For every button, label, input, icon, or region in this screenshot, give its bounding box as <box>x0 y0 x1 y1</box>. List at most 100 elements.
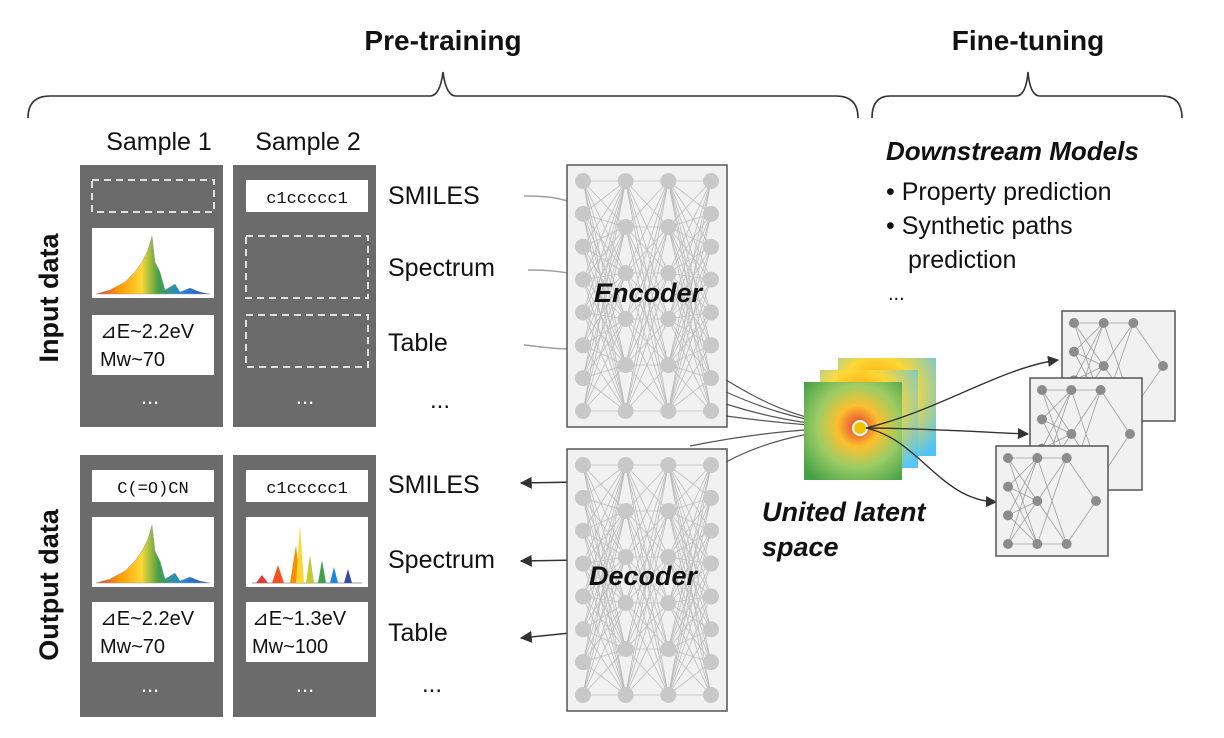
encoder-edge <box>625 272 669 412</box>
decoder-node <box>575 555 591 572</box>
encoder-edge <box>582 272 627 379</box>
encoder-node <box>703 403 719 419</box>
encoder-node <box>703 337 719 354</box>
decoder-edge <box>625 602 669 696</box>
output-s1-table-de: ⊿E~2.2eV <box>100 608 195 630</box>
decoder-node <box>703 489 719 506</box>
encoder-edge <box>582 364 626 412</box>
decoder-edge <box>625 464 669 650</box>
ds1-edge <box>1103 322 1134 367</box>
decoder-edge <box>582 602 626 630</box>
encoder-edge <box>582 180 627 313</box>
encoder-edge <box>625 180 669 228</box>
output-s1-spectrum-curve <box>95 524 211 584</box>
encoder-edge <box>582 226 627 379</box>
encoder-node <box>575 370 591 387</box>
ds1-edge <box>1073 322 1105 381</box>
encoder-node <box>660 219 677 235</box>
ds3-node <box>1003 510 1013 521</box>
decoder-edge <box>582 497 627 650</box>
decoder-node <box>575 522 591 539</box>
encoder-label: Encoder <box>594 278 704 308</box>
ds3-node <box>1003 481 1013 492</box>
encoder-edge <box>582 180 626 215</box>
decoder-edge <box>582 648 626 696</box>
encoder-edge <box>667 180 712 346</box>
encoder-edge <box>668 180 712 215</box>
decoder-edge <box>625 464 669 512</box>
input-s1-smiles-placeholder <box>91 179 215 213</box>
encoder-edge <box>667 246 712 320</box>
decoder-node <box>660 457 677 473</box>
decoder-node <box>703 522 719 539</box>
input-data-label: Input data <box>34 233 64 363</box>
encoder-edge <box>582 180 627 412</box>
decoder-edge <box>625 464 669 696</box>
decoder-edge <box>625 648 669 696</box>
ds2-edge <box>1100 389 1131 435</box>
encoder-edge <box>625 364 669 412</box>
decoder-edge <box>582 497 627 604</box>
latent-label-line1: United latent <box>762 497 927 527</box>
ds3-edge <box>1007 515 1038 545</box>
decoder-edge <box>668 602 712 663</box>
encoder-edge <box>582 226 627 313</box>
encoder-edge <box>582 279 627 366</box>
input-s1-table-mw: Mw~70 <box>100 349 165 371</box>
encoder-edge <box>667 180 712 412</box>
ds2-edge <box>1041 418 1072 435</box>
decoder-edge <box>667 464 712 597</box>
encoder-node <box>617 357 634 373</box>
encoder-network <box>566 164 728 428</box>
encoder-edge <box>667 213 712 320</box>
decoder-edge <box>667 530 712 696</box>
encoder-edge <box>625 318 669 412</box>
encoder-edge <box>667 345 712 412</box>
encoder-edge <box>667 226 712 313</box>
input-s1-table <box>92 315 214 375</box>
encoder-edge <box>667 180 712 313</box>
encoder-edge <box>668 180 712 228</box>
decoder-node <box>617 687 634 703</box>
encoder-edge <box>582 377 626 412</box>
encoder-edge <box>668 246 712 274</box>
decoder-node <box>660 641 677 657</box>
decoder-edge <box>582 563 627 696</box>
encoder-edge <box>582 345 627 412</box>
decoder-edge <box>582 556 626 597</box>
decoder-edge <box>582 556 627 630</box>
decoder-edge <box>582 464 627 696</box>
output-s1-smiles-text: C(=O)CN <box>117 480 188 499</box>
ds2-node <box>1037 385 1047 395</box>
decoder-edge <box>668 510 712 564</box>
decoder-edge <box>668 556 712 597</box>
encoder-edge <box>582 246 627 320</box>
decoder-edge <box>668 464 712 512</box>
encoder-node <box>575 304 591 321</box>
encoder-node <box>703 173 719 189</box>
encoder-edge <box>667 213 712 366</box>
ds3-edge <box>1007 457 1038 516</box>
decoder-edge <box>582 464 626 499</box>
finetuning-brace <box>871 71 1183 119</box>
encoder-edge <box>667 180 712 247</box>
decoder-edge <box>582 497 626 558</box>
decoder-edge <box>582 602 627 696</box>
decoder-edge <box>667 510 712 663</box>
encoder-node <box>660 265 677 281</box>
encoder-edge <box>668 312 712 366</box>
decoder-edge <box>667 464 712 558</box>
decoder-edge <box>582 530 627 696</box>
input-spectrum-label: Spectrum <box>388 254 495 282</box>
downstream-bullet-property: • Property prediction <box>886 178 1112 206</box>
ds1-edge <box>1133 322 1164 367</box>
encoder-edge <box>582 272 626 313</box>
ds3-edge <box>1036 457 1068 545</box>
ds3-edge <box>1066 457 1097 502</box>
ds3-edge <box>1037 500 1067 545</box>
encoder-edge <box>582 272 627 412</box>
decoder-edge <box>582 510 627 630</box>
encoder-edge <box>582 279 627 412</box>
encoder-node <box>660 403 677 419</box>
